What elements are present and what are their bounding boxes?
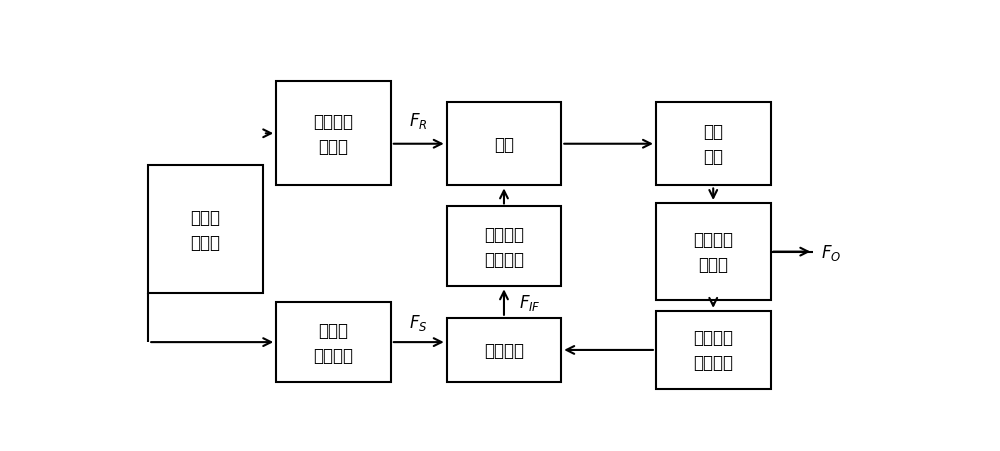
Text: 取样中频
信号调理: 取样中频 信号调理: [484, 226, 524, 268]
Bar: [276, 303, 391, 382]
Text: 环路
积分: 环路 积分: [703, 123, 723, 166]
Text: 宽带微波
信号调理: 宽带微波 信号调理: [693, 329, 733, 372]
Bar: [447, 207, 561, 287]
Bar: [656, 203, 771, 301]
Bar: [276, 82, 391, 186]
Text: $F_{IF}$: $F_{IF}$: [519, 292, 541, 313]
Bar: [148, 165, 263, 294]
Text: 宽带微波
振荡器: 宽带微波 振荡器: [693, 230, 733, 273]
Bar: [656, 103, 771, 186]
Text: $F_O$: $F_O$: [821, 242, 841, 262]
Text: 低噪声
参考源: 低噪声 参考源: [191, 208, 221, 251]
Text: 鉴相: 鉴相: [494, 135, 514, 153]
Text: 取样混频: 取样混频: [484, 341, 524, 359]
Text: 低噪声
取样本振: 低噪声 取样本振: [313, 321, 353, 364]
Bar: [447, 318, 561, 382]
Bar: [447, 103, 561, 186]
Text: $F_S$: $F_S$: [409, 312, 428, 332]
Text: 小数分频
锁相环: 小数分频 锁相环: [313, 113, 353, 156]
Text: $F_R$: $F_R$: [409, 110, 428, 130]
Bar: [656, 311, 771, 389]
